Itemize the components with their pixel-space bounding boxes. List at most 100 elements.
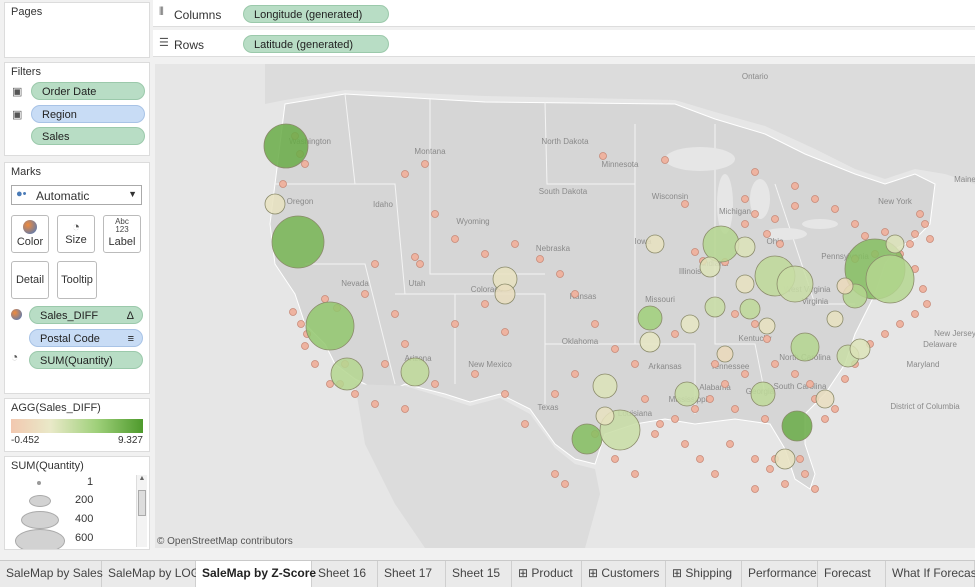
tab-forecast[interactable]: Forecast	[818, 561, 886, 587]
map-mark[interactable]	[766, 465, 774, 473]
map-mark[interactable]	[831, 405, 839, 413]
map-mark[interactable]	[919, 285, 927, 293]
map-mark[interactable]	[326, 380, 334, 388]
map-mark[interactable]	[400, 357, 430, 387]
map-mark[interactable]	[411, 253, 419, 261]
tab-what-if-forecast[interactable]: What If Forecast	[886, 561, 975, 587]
map-mark[interactable]	[305, 301, 355, 351]
tab-performance[interactable]: Performance	[742, 561, 818, 587]
map-mark[interactable]	[592, 373, 618, 399]
map-mark[interactable]	[511, 240, 519, 248]
map-mark[interactable]	[595, 406, 615, 426]
map-mark[interactable]	[815, 389, 835, 409]
map-mark[interactable]	[791, 370, 799, 378]
field-sales-diff[interactable]: Sales_DIFF Δ	[29, 306, 143, 324]
map-mark[interactable]	[836, 277, 854, 295]
map-mark[interactable]	[297, 320, 305, 328]
map-mark[interactable]	[631, 470, 639, 478]
map-mark[interactable]	[651, 430, 659, 438]
map-mark[interactable]	[821, 415, 829, 423]
field-sum-quantity[interactable]: SUM(Quantity)	[29, 351, 143, 369]
map-mark[interactable]	[631, 360, 639, 368]
map-mark[interactable]	[263, 123, 309, 169]
map-mark[interactable]	[330, 357, 364, 391]
tab-sheet-15[interactable]: Sheet 15	[446, 561, 512, 587]
columns-pill[interactable]: Longitude (generated)	[243, 5, 389, 23]
map-mark[interactable]	[926, 235, 934, 243]
map-mark[interactable]	[381, 360, 389, 368]
map-mark[interactable]	[706, 395, 714, 403]
map-mark[interactable]	[371, 260, 379, 268]
map-mark[interactable]	[571, 370, 579, 378]
map-mark[interactable]	[776, 265, 814, 303]
map-mark[interactable]	[711, 470, 719, 478]
map-mark[interactable]	[831, 205, 839, 213]
map-mark[interactable]	[699, 256, 721, 278]
size-button[interactable]: ◔ Size	[57, 215, 95, 253]
map-mark[interactable]	[691, 405, 699, 413]
tab-shipping[interactable]: ⊞ Shipping	[666, 561, 742, 587]
map-mark[interactable]	[849, 338, 871, 360]
map-mark[interactable]	[763, 335, 771, 343]
map-mark[interactable]	[774, 448, 796, 470]
map-mark[interactable]	[751, 168, 759, 176]
rows-pill[interactable]: Latitude (generated)	[243, 35, 389, 53]
map-mark[interactable]	[401, 170, 409, 178]
map-mark[interactable]	[916, 210, 924, 218]
scrollbar[interactable]: ▲	[136, 475, 147, 547]
map-mark[interactable]	[704, 296, 726, 318]
map-mark[interactable]	[796, 455, 804, 463]
map-mark[interactable]	[501, 328, 509, 336]
map-mark[interactable]	[791, 202, 799, 210]
map-mark[interactable]	[801, 470, 809, 478]
tab-sheet-16[interactable]: Sheet 16	[312, 561, 378, 587]
map-mark[interactable]	[791, 182, 799, 190]
scroll-up-icon[interactable]: ▲	[138, 475, 146, 482]
map-mark[interactable]	[726, 440, 734, 448]
map-mark[interactable]	[431, 210, 439, 218]
map-mark[interactable]	[561, 480, 569, 488]
map-mark[interactable]	[271, 215, 325, 269]
map-mark[interactable]	[671, 330, 679, 338]
tab-salemap-by-log[interactable]: SaleMap by LOG	[102, 561, 200, 587]
map-mark[interactable]	[811, 195, 819, 203]
map-mark[interactable]	[680, 314, 700, 334]
map-mark[interactable]	[289, 308, 297, 316]
map-mark[interactable]	[721, 380, 729, 388]
field-postal-code[interactable]: Postal Code ≡	[29, 329, 143, 347]
tab-sheet-17[interactable]: Sheet 17	[378, 561, 446, 587]
map-mark[interactable]	[264, 193, 286, 215]
map-mark[interactable]	[911, 310, 919, 318]
map-mark[interactable]	[401, 340, 409, 348]
tab-product[interactable]: ⊞ Product	[512, 561, 582, 587]
map-mark[interactable]	[551, 390, 559, 398]
detail-button[interactable]: Detail	[11, 261, 49, 299]
map-mark[interactable]	[421, 160, 429, 168]
map-mark[interactable]	[751, 320, 759, 328]
map-mark[interactable]	[865, 254, 915, 304]
scroll-thumb[interactable]	[138, 490, 146, 516]
map-mark[interactable]	[451, 320, 459, 328]
map-mark[interactable]	[851, 220, 859, 228]
map-mark[interactable]	[639, 331, 661, 353]
map-mark[interactable]	[735, 274, 755, 294]
map-mark[interactable]	[301, 160, 309, 168]
map-mark[interactable]	[771, 215, 779, 223]
map-mark[interactable]	[741, 195, 749, 203]
map-mark[interactable]	[781, 480, 789, 488]
map-mark[interactable]	[521, 420, 529, 428]
map-mark[interactable]	[906, 240, 914, 248]
map-mark[interactable]	[571, 290, 579, 298]
map-mark[interactable]	[761, 415, 769, 423]
map-mark[interactable]	[451, 235, 459, 243]
map-mark[interactable]	[734, 236, 756, 258]
tab-salemap-by-sales[interactable]: SaleMap by Sales	[0, 561, 103, 587]
map-mark[interactable]	[702, 225, 740, 263]
map-mark[interactable]	[481, 250, 489, 258]
map-mark[interactable]	[656, 420, 664, 428]
map-mark[interactable]	[611, 345, 619, 353]
map-mark[interactable]	[885, 234, 905, 254]
filter-region[interactable]: Region	[31, 105, 145, 123]
map-mark[interactable]	[611, 455, 619, 463]
map-mark[interactable]	[681, 200, 689, 208]
